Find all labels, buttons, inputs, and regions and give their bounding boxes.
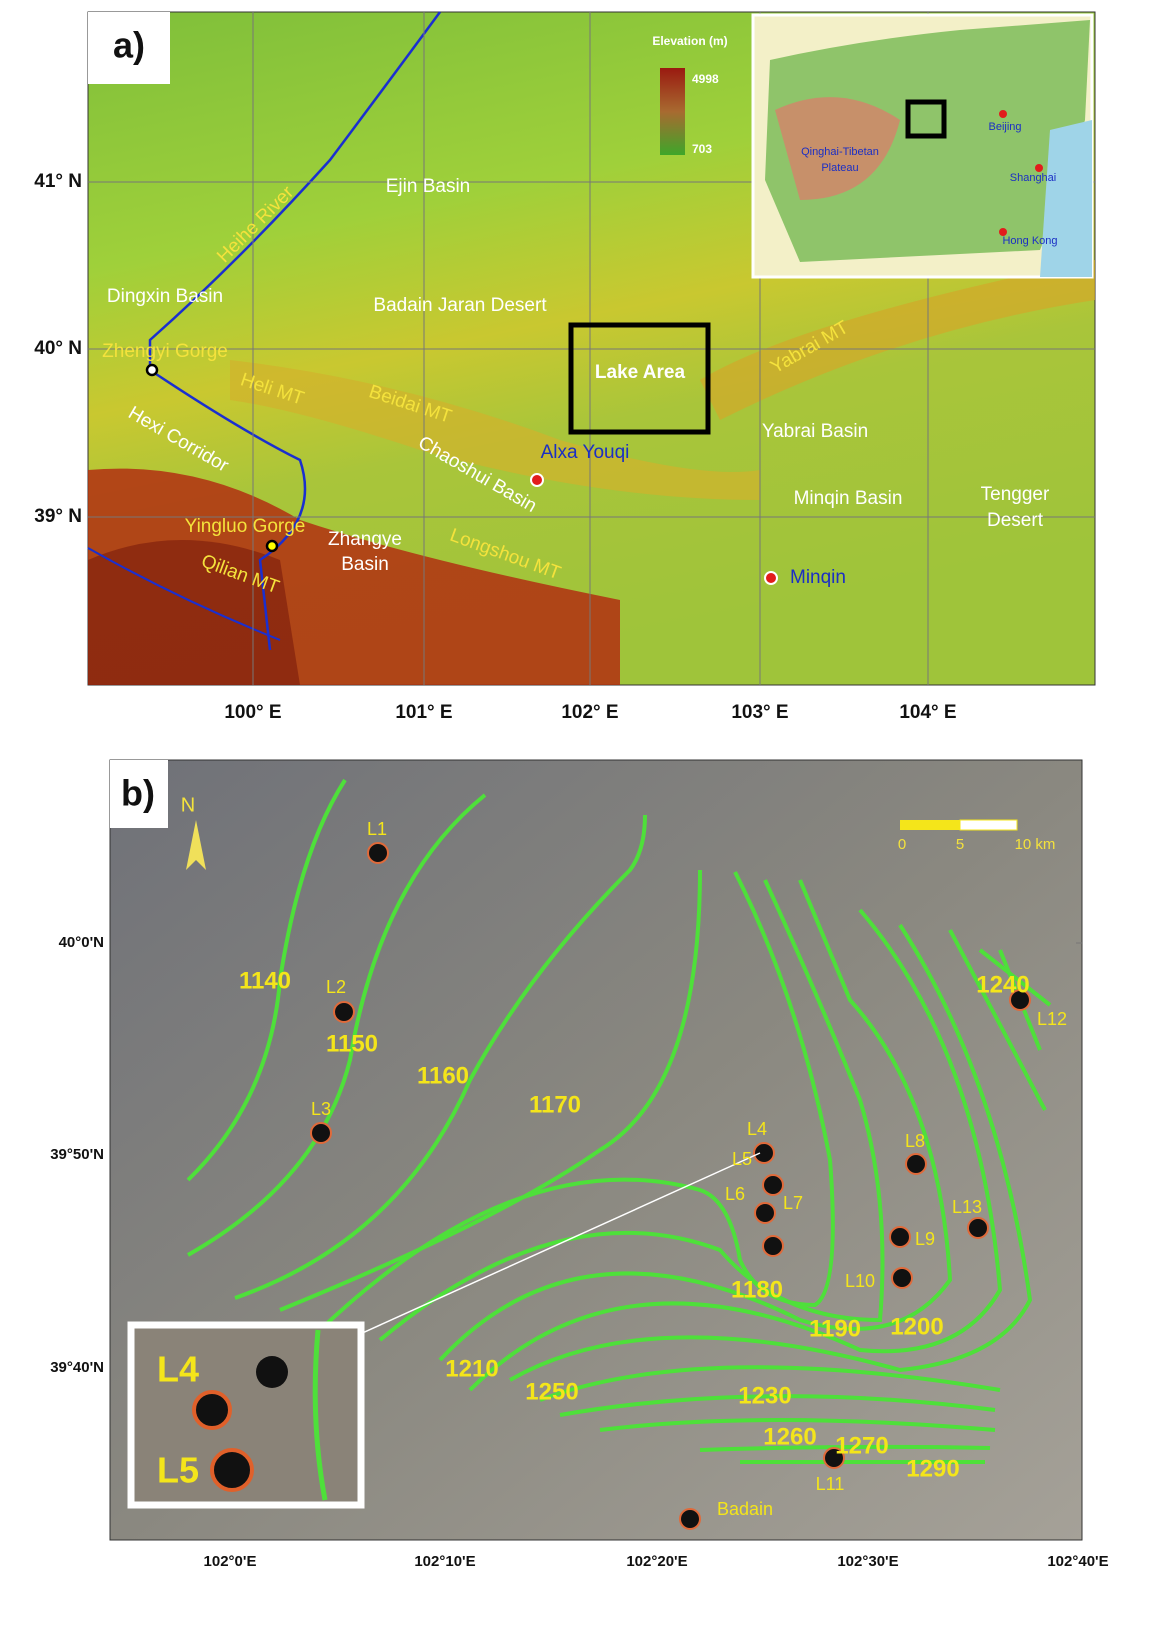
lon-label: 101° E bbox=[395, 702, 452, 723]
contour-label: 1230 bbox=[738, 1382, 791, 1409]
lon-label: 100° E bbox=[224, 702, 281, 723]
place-label: Basin bbox=[341, 554, 389, 575]
lake-label: L1 bbox=[367, 819, 387, 839]
place-label: Dingxin Basin bbox=[107, 286, 223, 307]
contour-label: 1270 bbox=[835, 1432, 888, 1459]
lake-label: L4 bbox=[747, 1119, 767, 1139]
lake-label: L9 bbox=[915, 1229, 935, 1249]
city-label: Hong Kong bbox=[1002, 235, 1057, 247]
lon-label: 102°30'E bbox=[837, 1553, 898, 1570]
place-label: Zhengyi Gorge bbox=[102, 341, 228, 362]
lon-label: 102°20'E bbox=[626, 1553, 687, 1570]
zoom-label: L5 bbox=[157, 1450, 199, 1491]
lon-label: 102° E bbox=[561, 702, 618, 723]
scale-label: 10 km bbox=[1015, 836, 1056, 853]
contour-label: 1200 bbox=[890, 1313, 943, 1340]
lake-label: L11 bbox=[816, 1474, 845, 1494]
contour-label: 1150 bbox=[326, 1030, 378, 1057]
city-label: Beijing bbox=[988, 121, 1021, 133]
lake-label: L2 bbox=[326, 977, 346, 997]
lat-label: 39° N bbox=[34, 506, 82, 527]
contour-label: 1160 bbox=[417, 1062, 469, 1089]
lat-label: 39°40'N bbox=[50, 1359, 104, 1376]
place-label: Yabrai Basin bbox=[762, 421, 868, 442]
inset-label: Qinghai-Tibetan bbox=[801, 146, 879, 158]
panel-label: a) bbox=[113, 25, 145, 66]
contour-label: 1180 bbox=[731, 1276, 783, 1303]
lat-label: 39°50'N bbox=[50, 1146, 104, 1163]
contour-label: 1240 bbox=[976, 971, 1029, 998]
lake-label: L5 bbox=[732, 1149, 752, 1169]
lon-label: 102°0'E bbox=[204, 1553, 257, 1570]
city-label: Shanghai bbox=[1010, 172, 1057, 184]
inset-label: Plateau bbox=[821, 162, 858, 174]
contour-label: 1170 bbox=[529, 1091, 581, 1118]
lon-label: 103° E bbox=[731, 702, 788, 723]
lat-label: 41° N bbox=[34, 171, 82, 192]
place-label: Badain Jaran Desert bbox=[373, 295, 547, 316]
zoom-label: L4 bbox=[157, 1349, 199, 1390]
lon-label: 104° E bbox=[899, 702, 956, 723]
lake-label: L10 bbox=[845, 1271, 875, 1291]
contour-label: 1190 bbox=[809, 1315, 861, 1342]
place-label: Lake Area bbox=[595, 362, 686, 383]
place-label: Ejin Basin bbox=[386, 176, 471, 197]
lat-label: 40°0'N bbox=[59, 934, 104, 951]
lake-label: L13 bbox=[952, 1197, 982, 1217]
panel-b bbox=[109, 759, 1083, 1541]
place-label: Minqin Basin bbox=[794, 488, 903, 509]
place-label: Desert bbox=[987, 510, 1044, 531]
place-label: Minqin bbox=[790, 567, 846, 588]
place-label: Tengger bbox=[981, 484, 1050, 505]
north-arrow-label: N bbox=[181, 794, 195, 816]
lake-label: L7 bbox=[783, 1193, 803, 1213]
legend-title: Elevation (m) bbox=[652, 34, 727, 48]
panel-a bbox=[87, 11, 1096, 686]
contour-label: 1260 bbox=[763, 1423, 816, 1450]
place-label: Alxa Youqi bbox=[541, 442, 630, 463]
lon-label: 102°10'E bbox=[414, 1553, 475, 1570]
legend-min: 703 bbox=[692, 142, 712, 156]
scale-label: 0 bbox=[898, 836, 906, 853]
lon-label: 102°40'E bbox=[1047, 1553, 1108, 1570]
contour-label: 1290 bbox=[906, 1455, 959, 1482]
legend-max: 4998 bbox=[692, 72, 719, 86]
place-label: Yingluo Gorge bbox=[185, 516, 306, 537]
contour-label: 1210 bbox=[445, 1355, 498, 1382]
lake-label: Badain bbox=[717, 1499, 773, 1519]
scale-label: 5 bbox=[956, 836, 964, 853]
lake-label: L12 bbox=[1037, 1009, 1067, 1029]
panel-label: b) bbox=[121, 773, 155, 814]
lat-label: 40° N bbox=[34, 338, 82, 359]
contour-label: 1140 bbox=[239, 967, 291, 994]
lake-label: L6 bbox=[725, 1184, 745, 1204]
lake-label: L3 bbox=[311, 1099, 331, 1119]
lake-label: L8 bbox=[905, 1131, 925, 1151]
contour-label: 1250 bbox=[525, 1378, 578, 1405]
place-label: Zhangye bbox=[328, 529, 402, 550]
